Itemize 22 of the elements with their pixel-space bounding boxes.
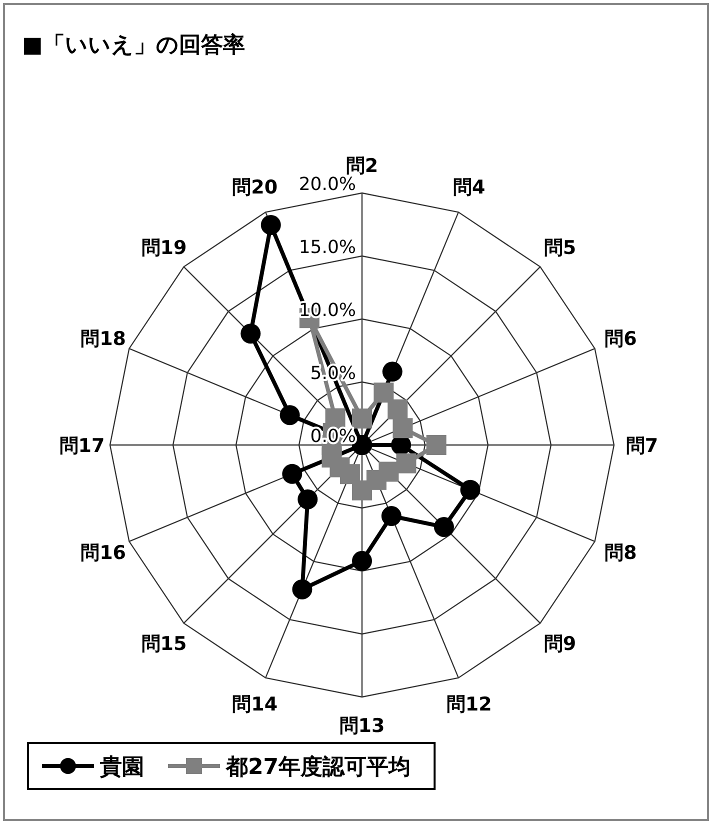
y-tick-label: 10.0% [298,300,356,321]
spoke-label: 問9 [544,632,576,655]
chart-title: ■「いいえ」の回答率 [22,32,245,58]
spoke-label: 問17 [59,435,105,457]
spoke-label: 問12 [446,694,492,716]
spoke-label: 問8 [604,542,637,564]
legend-label: 貴園 [99,755,144,780]
spoke-label: 問14 [232,694,278,716]
spoke-label: 問20 [232,176,278,198]
spoke-label: 問7 [626,435,658,457]
spoke-label: 問13 [339,715,385,737]
spoke-label: 問18 [80,328,126,350]
spoke-label: 問19 [141,237,187,260]
spoke-label: 問5 [544,237,576,260]
spoke-label: 問16 [80,542,126,564]
spoke-label: 問15 [141,632,187,655]
spoke-label: 問4 [453,176,486,198]
y-tick-label: 15.0% [298,237,356,258]
spoke-label: 問2 [346,155,378,177]
y-tick-label: 20.0% [298,174,356,195]
legend-label: 都27年度認可平均 [225,754,411,780]
spoke-label: 問6 [604,328,637,350]
